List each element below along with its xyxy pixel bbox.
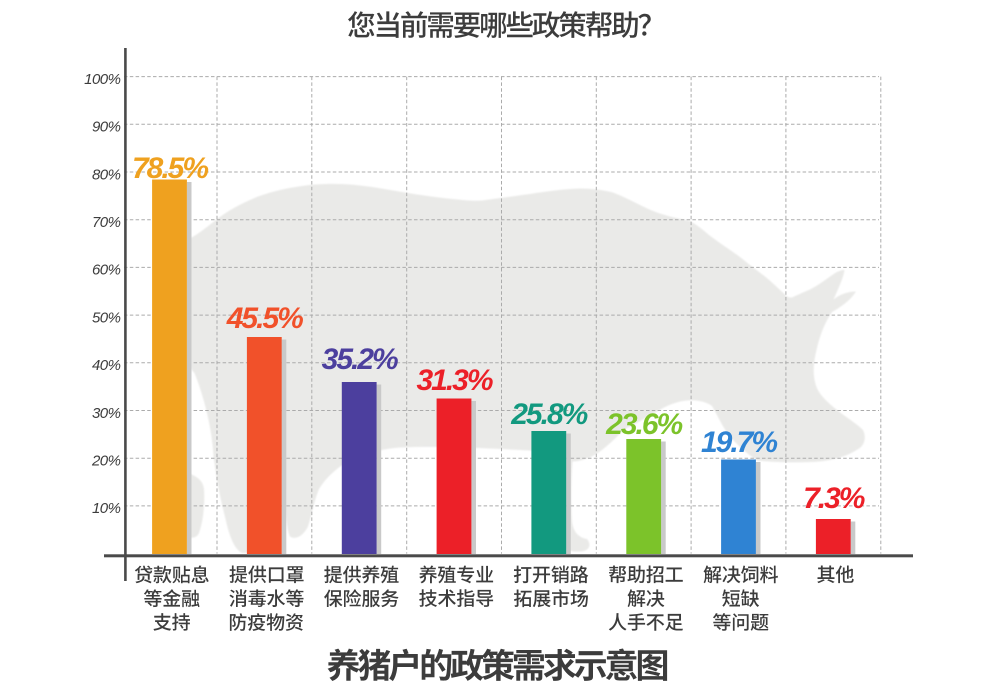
svg-text:25.8%: 25.8%: [510, 398, 587, 431]
svg-text:80%: 80%: [92, 166, 121, 183]
svg-text:30%: 30%: [92, 405, 121, 422]
svg-text:78.5%: 78.5%: [132, 152, 208, 185]
svg-text:40%: 40%: [92, 357, 121, 374]
svg-text:50%: 50%: [92, 309, 121, 326]
svg-text:7.3%: 7.3%: [803, 482, 865, 515]
svg-text:20%: 20%: [91, 453, 121, 470]
svg-text:45.5%: 45.5%: [226, 302, 303, 335]
svg-text:31.3%: 31.3%: [416, 364, 492, 397]
svg-text:100%: 100%: [84, 71, 121, 88]
svg-text:60%: 60%: [92, 262, 121, 279]
svg-text:35.2%: 35.2%: [322, 343, 398, 376]
svg-text:10%: 10%: [92, 500, 121, 517]
svg-text:90%: 90%: [92, 119, 121, 136]
svg-text:23.6%: 23.6%: [605, 408, 682, 441]
svg-text:70%: 70%: [92, 214, 121, 231]
svg-text:19.7%: 19.7%: [701, 426, 777, 459]
